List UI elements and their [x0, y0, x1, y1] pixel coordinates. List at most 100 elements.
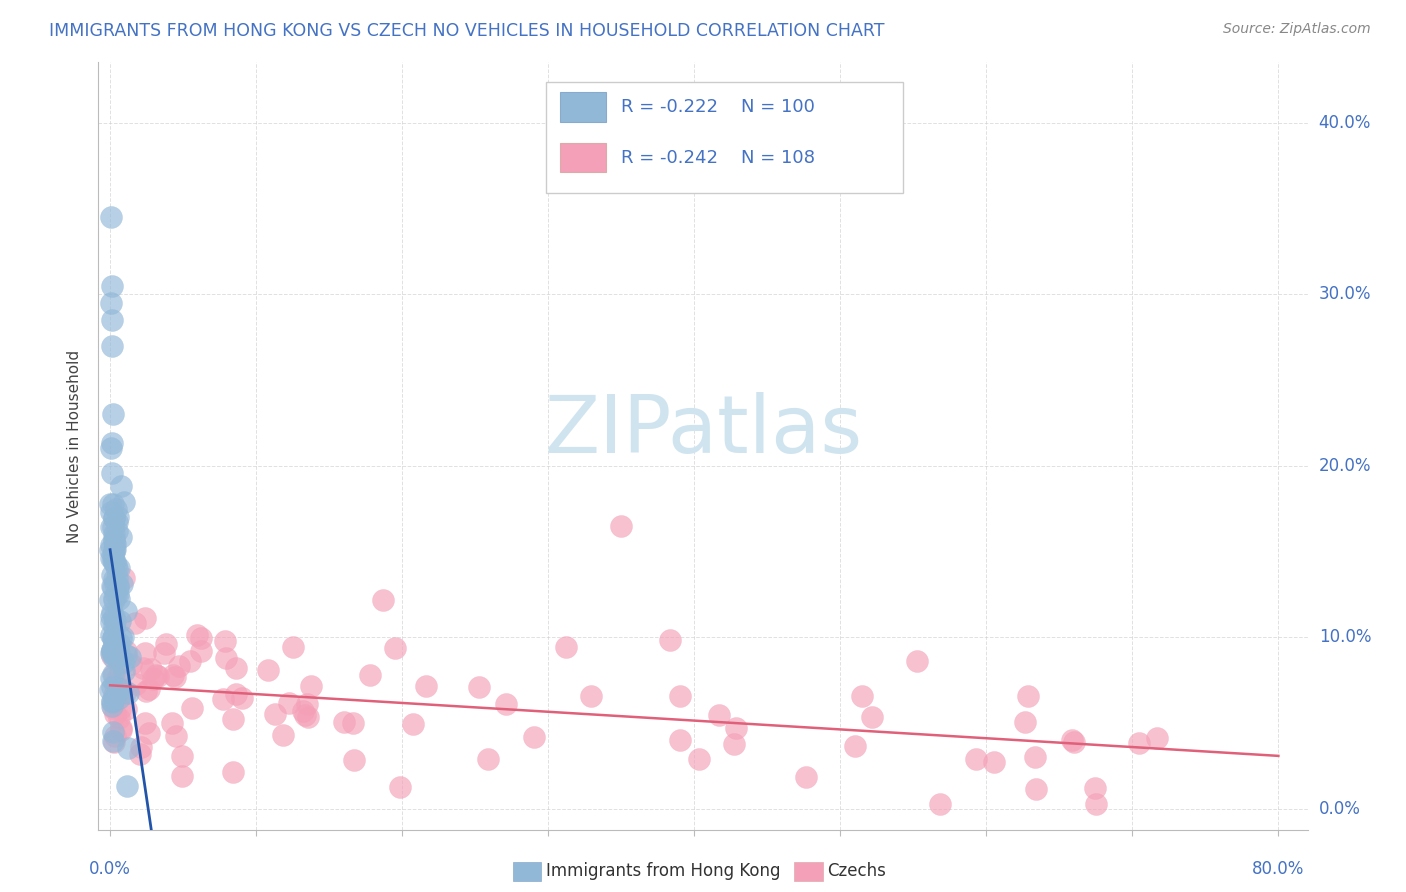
Point [104, 707, 127, 722]
Point [231, 690, 253, 705]
Point [103, 725, 125, 739]
Point [101, 436, 124, 450]
Point [138, 725, 160, 739]
Point [134, 716, 156, 731]
Point [688, 752, 710, 766]
Point [477, 752, 499, 766]
Point [468, 680, 491, 694]
Point [851, 689, 873, 703]
Point [100, 627, 122, 641]
Point [134, 611, 156, 625]
Point [104, 614, 127, 628]
Point [107, 635, 129, 649]
Point [100, 295, 122, 310]
Point [120, 657, 142, 671]
Point [388, 780, 411, 795]
Point [415, 679, 437, 693]
Point [222, 712, 245, 726]
Point [107, 571, 129, 585]
Point [610, 518, 633, 533]
Point [110, 631, 132, 645]
Point [110, 721, 132, 735]
Point [333, 715, 356, 730]
Point [103, 510, 125, 524]
Point [100, 649, 122, 664]
Point [225, 687, 247, 701]
Point [105, 562, 128, 576]
Point [100, 695, 122, 709]
Point [134, 646, 156, 660]
Point [297, 710, 319, 724]
Point [105, 638, 128, 652]
Point [107, 586, 129, 600]
Text: 20.0%: 20.0% [1319, 457, 1371, 475]
Point [104, 577, 127, 591]
Point [103, 610, 125, 624]
Point [101, 579, 124, 593]
Point [103, 700, 125, 714]
Point [905, 654, 928, 668]
Point [100, 642, 122, 657]
Point [1025, 781, 1047, 796]
Point [225, 661, 247, 675]
Point [142, 672, 165, 686]
Point [186, 628, 208, 642]
Point [108, 681, 131, 696]
Point [294, 707, 316, 722]
Point [117, 741, 139, 756]
Point [104, 678, 127, 692]
Point [214, 633, 236, 648]
Point [105, 649, 128, 664]
Point [100, 682, 122, 697]
Point [965, 752, 987, 766]
Point [100, 210, 122, 224]
Point [108, 591, 131, 606]
Point [107, 711, 129, 725]
Point [101, 407, 124, 421]
Text: ZIPatlas: ZIPatlas [544, 392, 862, 470]
Point [103, 629, 125, 643]
Point [103, 532, 125, 546]
Point [101, 681, 124, 695]
Point [155, 637, 177, 651]
Point [107, 579, 129, 593]
Point [101, 699, 124, 714]
Point [111, 681, 134, 696]
Point [215, 651, 238, 665]
Point [983, 755, 1005, 769]
Point [103, 619, 125, 633]
Point [104, 729, 127, 743]
Point [1128, 736, 1150, 750]
Point [107, 671, 129, 685]
Point [101, 645, 124, 659]
Point [105, 524, 128, 538]
FancyBboxPatch shape [546, 81, 903, 193]
Point [402, 717, 425, 731]
Point [103, 544, 125, 558]
Point [172, 749, 194, 764]
Point [125, 677, 148, 691]
Text: 80.0%: 80.0% [1253, 860, 1305, 878]
Point [103, 592, 125, 607]
Point [115, 648, 138, 662]
Point [105, 558, 128, 573]
Point [101, 549, 124, 563]
Point [190, 644, 212, 658]
Point [108, 702, 131, 716]
Point [263, 706, 285, 721]
Point [131, 661, 153, 675]
Point [103, 689, 125, 703]
Point [105, 502, 128, 516]
Point [103, 650, 125, 665]
Point [1060, 733, 1083, 747]
Bar [561, 143, 606, 172]
Point [222, 764, 245, 779]
Point [100, 278, 122, 293]
Point [103, 691, 125, 706]
Point [844, 739, 866, 753]
Point [1084, 797, 1107, 811]
Text: R = -0.222    N = 100: R = -0.222 N = 100 [621, 98, 814, 116]
Point [111, 630, 134, 644]
Point [554, 640, 576, 654]
Point [112, 571, 135, 585]
